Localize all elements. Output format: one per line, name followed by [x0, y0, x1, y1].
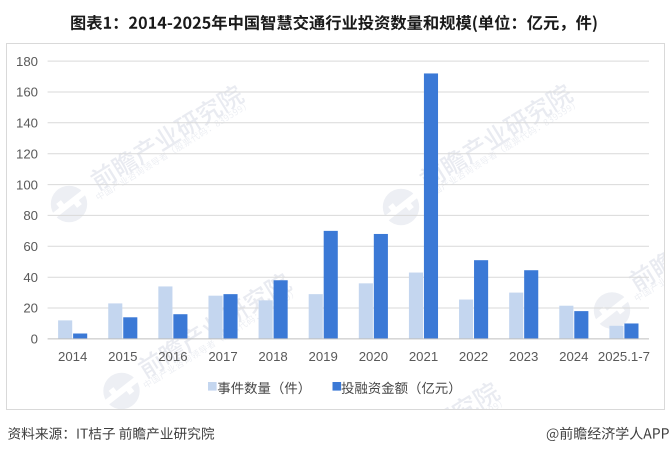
svg-text:2018: 2018: [258, 349, 287, 364]
svg-text:140: 140: [16, 116, 38, 131]
svg-text:2020: 2020: [359, 349, 388, 364]
svg-text:120: 120: [16, 146, 38, 161]
svg-text:2024: 2024: [559, 349, 588, 364]
svg-text:80: 80: [23, 208, 38, 223]
svg-text:40: 40: [23, 270, 38, 285]
svg-text:20: 20: [23, 301, 38, 316]
svg-text:100: 100: [16, 177, 38, 192]
svg-text:2019: 2019: [309, 349, 338, 364]
svg-text:2025.1-7: 2025.1-7: [598, 349, 650, 364]
svg-text:2022: 2022: [459, 349, 488, 364]
svg-text:2017: 2017: [208, 349, 237, 364]
svg-text:2023: 2023: [509, 349, 538, 364]
svg-text:2015: 2015: [108, 349, 137, 364]
svg-text:180: 180: [16, 54, 38, 69]
svg-text:2021: 2021: [409, 349, 438, 364]
svg-text:2016: 2016: [158, 349, 187, 364]
svg-text:0: 0: [31, 332, 38, 347]
svg-text:2014: 2014: [58, 349, 87, 364]
svg-text:160: 160: [16, 85, 38, 100]
svg-text:60: 60: [23, 239, 38, 254]
